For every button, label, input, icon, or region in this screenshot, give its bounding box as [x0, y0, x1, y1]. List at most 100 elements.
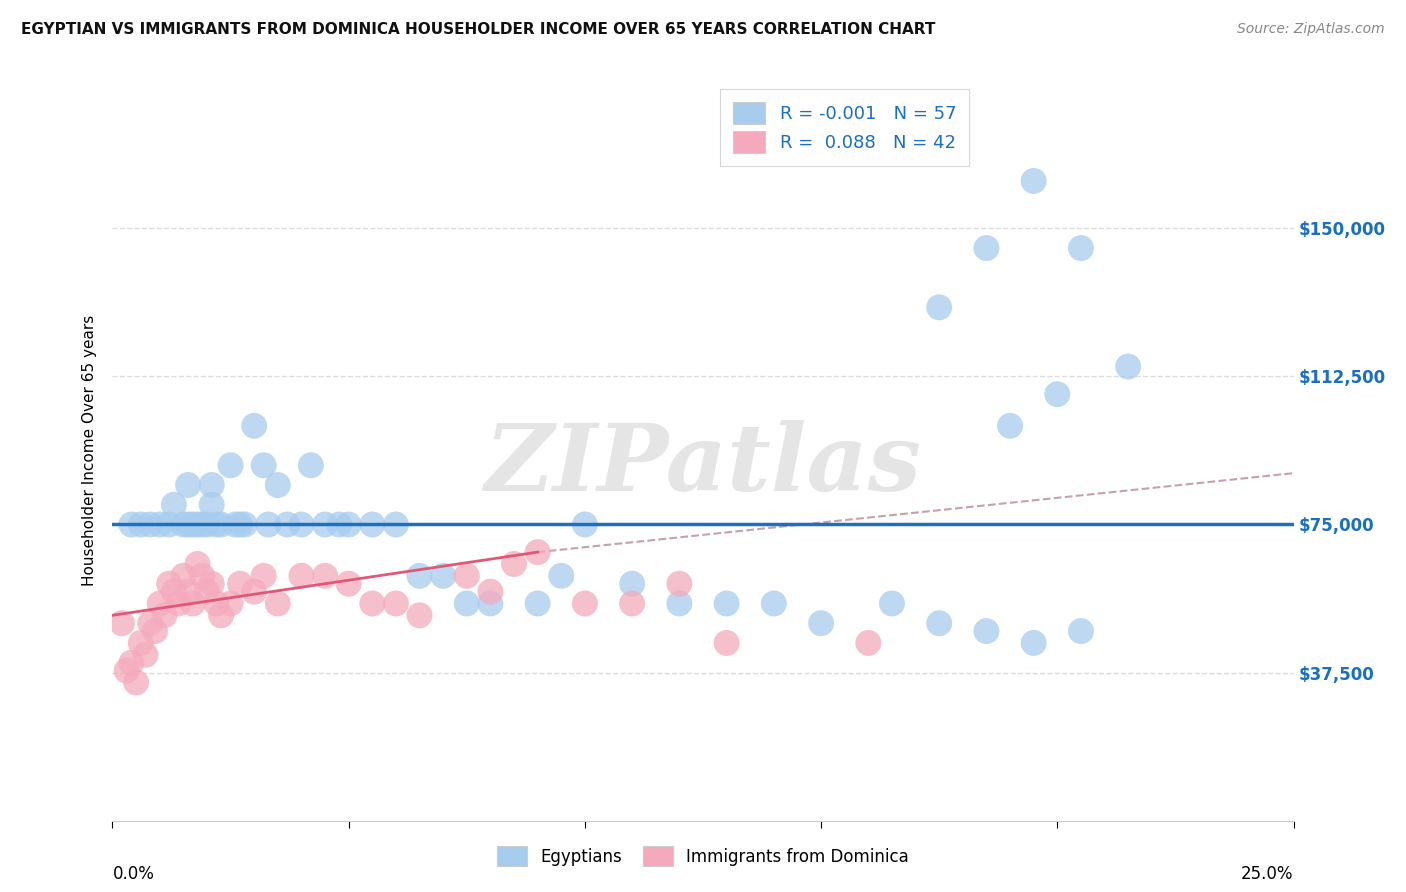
Point: [880, 597, 903, 611]
Point: [181, 597, 204, 611]
Point: [574, 597, 596, 611]
Point: [195, 517, 218, 532]
Point: [574, 517, 596, 532]
Point: [621, 597, 644, 611]
Point: [479, 597, 502, 611]
Point: [219, 458, 242, 473]
Point: [253, 458, 276, 473]
Text: Source: ZipAtlas.com: Source: ZipAtlas.com: [1237, 22, 1385, 37]
Point: [928, 301, 950, 315]
Point: [219, 597, 242, 611]
Point: [172, 569, 194, 583]
Point: [976, 624, 998, 639]
Point: [337, 517, 360, 532]
Point: [186, 517, 208, 532]
Point: [149, 517, 172, 532]
Point: [456, 597, 478, 611]
Point: [716, 636, 738, 650]
Point: [1046, 387, 1069, 401]
Point: [361, 517, 384, 532]
Point: [191, 517, 214, 532]
Point: [299, 458, 322, 473]
Point: [290, 569, 312, 583]
Point: [267, 478, 290, 492]
Point: [139, 517, 162, 532]
Point: [621, 576, 644, 591]
Point: [209, 608, 232, 623]
Point: [1070, 624, 1092, 639]
Point: [167, 597, 190, 611]
Point: [314, 569, 336, 583]
Point: [243, 584, 266, 599]
Legend: Egyptians, Immigrants from Dominica: Egyptians, Immigrants from Dominica: [489, 838, 917, 875]
Point: [209, 517, 232, 532]
Point: [177, 584, 200, 599]
Point: [503, 557, 526, 571]
Point: [385, 597, 408, 611]
Point: [762, 597, 785, 611]
Point: [229, 517, 252, 532]
Point: [120, 517, 142, 532]
Point: [361, 597, 384, 611]
Point: [163, 498, 186, 512]
Point: [716, 597, 738, 611]
Point: [233, 517, 256, 532]
Text: ZIPatlas: ZIPatlas: [485, 420, 921, 510]
Point: [328, 517, 350, 532]
Point: [205, 517, 228, 532]
Point: [157, 576, 180, 591]
Point: [157, 517, 180, 532]
Point: [120, 656, 142, 670]
Point: [149, 597, 172, 611]
Point: [253, 569, 276, 583]
Point: [143, 624, 166, 639]
Point: [177, 478, 200, 492]
Point: [153, 608, 176, 623]
Point: [1070, 241, 1092, 255]
Point: [928, 616, 950, 631]
Point: [668, 576, 690, 591]
Point: [810, 616, 832, 631]
Point: [135, 648, 157, 662]
Point: [201, 478, 224, 492]
Point: [432, 569, 454, 583]
Y-axis label: Householder Income Over 65 years: Householder Income Over 65 years: [82, 315, 97, 586]
Point: [181, 517, 204, 532]
Point: [479, 584, 502, 599]
Point: [408, 569, 430, 583]
Text: 0.0%: 0.0%: [112, 865, 155, 883]
Point: [129, 517, 152, 532]
Point: [314, 517, 336, 532]
Point: [385, 517, 408, 532]
Point: [201, 498, 224, 512]
Point: [267, 597, 290, 611]
Point: [257, 517, 280, 532]
Point: [224, 517, 246, 532]
Point: [195, 584, 218, 599]
Point: [998, 418, 1021, 433]
Point: [858, 636, 880, 650]
Point: [526, 597, 548, 611]
Point: [290, 517, 312, 532]
Point: [668, 597, 690, 611]
Point: [550, 569, 572, 583]
Point: [243, 418, 266, 433]
Point: [205, 597, 228, 611]
Point: [526, 545, 548, 559]
Point: [191, 569, 214, 583]
Point: [1022, 174, 1045, 188]
Point: [186, 557, 208, 571]
Point: [163, 584, 186, 599]
Point: [1022, 636, 1045, 650]
Point: [172, 517, 194, 532]
Point: [129, 636, 152, 650]
Point: [337, 576, 360, 591]
Point: [229, 576, 252, 591]
Text: 25.0%: 25.0%: [1241, 865, 1294, 883]
Point: [456, 569, 478, 583]
Point: [115, 664, 138, 678]
Point: [1116, 359, 1139, 374]
Point: [177, 517, 200, 532]
Legend: R = -0.001   N = 57, R =  0.088   N = 42: R = -0.001 N = 57, R = 0.088 N = 42: [720, 89, 969, 166]
Point: [111, 616, 134, 631]
